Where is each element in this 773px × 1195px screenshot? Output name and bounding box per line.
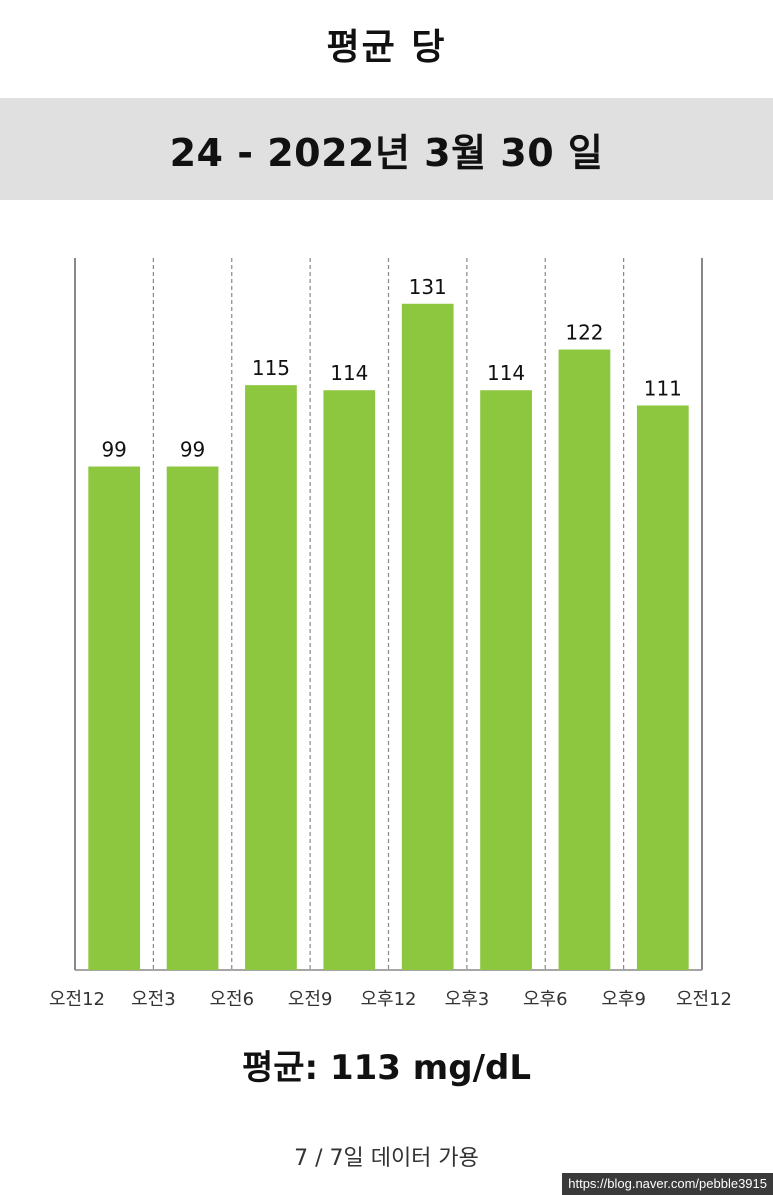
x-tick-label: 오전12 xyxy=(676,989,732,1010)
bar xyxy=(480,390,532,970)
bar xyxy=(401,303,454,970)
bar-value-label: 99 xyxy=(101,438,126,462)
x-tick-label: 오전9 xyxy=(288,989,333,1010)
chart-title: 평균 당 xyxy=(326,27,447,68)
x-tick-label: 오후6 xyxy=(523,989,568,1010)
bar-value-label: 115 xyxy=(252,356,290,380)
bar-value-label: 122 xyxy=(565,321,603,345)
x-tick-label: 오후12 xyxy=(360,989,416,1010)
x-tick-label: 오후3 xyxy=(445,989,490,1010)
bar xyxy=(88,466,141,970)
bar-value-label: 131 xyxy=(409,275,447,299)
bar-value-label: 111 xyxy=(644,376,682,400)
bar xyxy=(166,466,219,970)
bar-value-label: 114 xyxy=(330,361,368,385)
average-value: 평균: 113 mg/dL xyxy=(242,1048,531,1088)
bar-value-label: 114 xyxy=(487,361,525,385)
date-range-band: 24 - 2022년 3월 30 일 xyxy=(0,98,773,200)
bar xyxy=(323,390,376,970)
data-availability: 7 / 7일 데이터 가용 xyxy=(294,1146,479,1171)
watermark: https://blog.naver.com/pebble3915 xyxy=(562,1173,773,1195)
date-range: 24 - 2022년 3월 30 일 xyxy=(169,130,604,175)
x-tick-label: 오후9 xyxy=(601,989,646,1010)
bar xyxy=(558,349,611,970)
bar-chart-svg: 99 99 115 114 131 114 122 111 오전12 오전3 오전6 오전9 오후12 오… xyxy=(49,258,732,1010)
x-tick-label: 오전12 xyxy=(49,989,105,1010)
x-tick-label: 오전6 xyxy=(209,989,254,1010)
bar-chart: 99 99 115 114 131 114 122 111 오전12 오전3 오전6 오전9 오후12 오… xyxy=(0,240,773,1020)
bar xyxy=(636,405,689,970)
bar-value-label: 99 xyxy=(180,438,205,462)
bar xyxy=(245,385,297,971)
x-tick-label: 오전3 xyxy=(131,989,176,1010)
